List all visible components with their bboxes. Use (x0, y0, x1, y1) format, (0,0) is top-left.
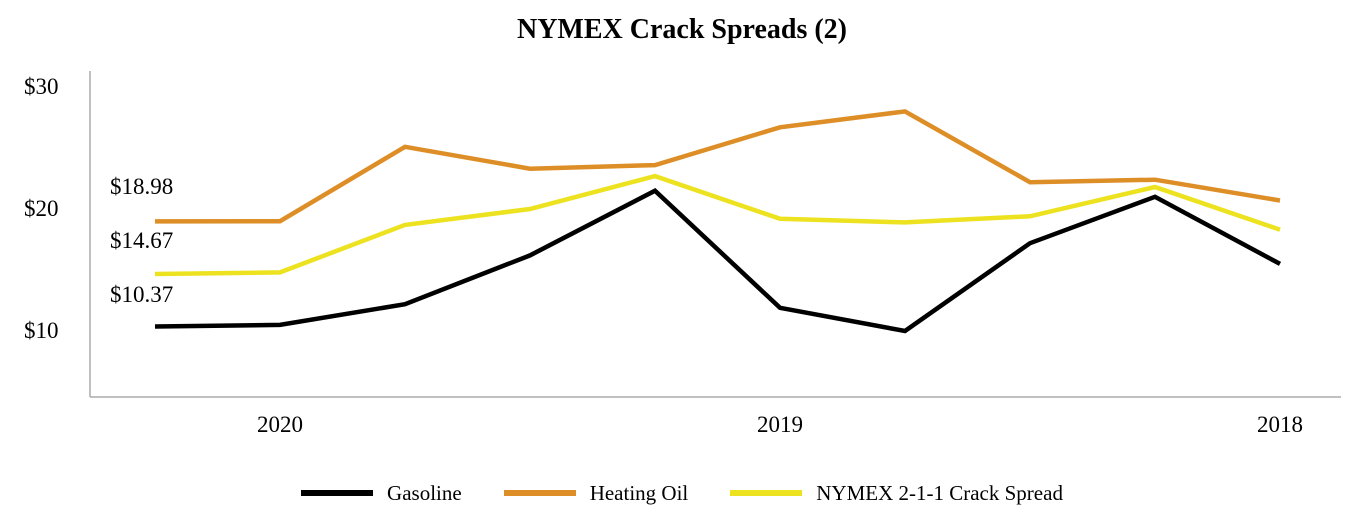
x-tick-2018: 2018 (1257, 412, 1303, 437)
legend-item-heating-oil: Heating Oil (503, 480, 689, 506)
series-line-heating-oil (154, 109, 1281, 224)
crack-spread-start-value-label: $14.67 (110, 228, 174, 253)
series-line-gasoline (154, 187, 1282, 334)
heating-oil-start-value-label: $18.98 (110, 174, 174, 199)
legend-label-heating-oil: Heating Oil (589, 480, 689, 505)
y-tick-10: $10 (24, 318, 59, 343)
legend-item-crack-spread: NYMEX 2-1-1 Crack Spread (730, 481, 1063, 506)
y-tick-30: $30 (24, 74, 59, 99)
x-tick-2019: 2019 (757, 412, 803, 437)
legend-label-crack-spread: NYMEX 2-1-1 Crack Spread (816, 480, 1063, 505)
chart-title: NYMEX Crack Spreads (2) (516, 14, 848, 45)
crack-spread-line-swatch-icon (730, 490, 803, 496)
heating-oil-line-swatch-icon (503, 490, 576, 496)
legend-item-gasoline: Gasoline (301, 481, 462, 506)
gasoline-line-swatch-icon (301, 490, 374, 496)
series-line-nymex-2-1-1-crack-spread (154, 173, 1281, 277)
chart-legend: Gasoline Heating Oil NYMEX 2-1-1 Crack S… (0, 478, 1364, 508)
y-tick-20: $20 (24, 196, 59, 221)
x-tick-2020: 2020 (257, 412, 303, 437)
legend-label-gasoline: Gasoline (387, 480, 462, 505)
gasoline-start-value-label: $10.37 (110, 282, 174, 307)
